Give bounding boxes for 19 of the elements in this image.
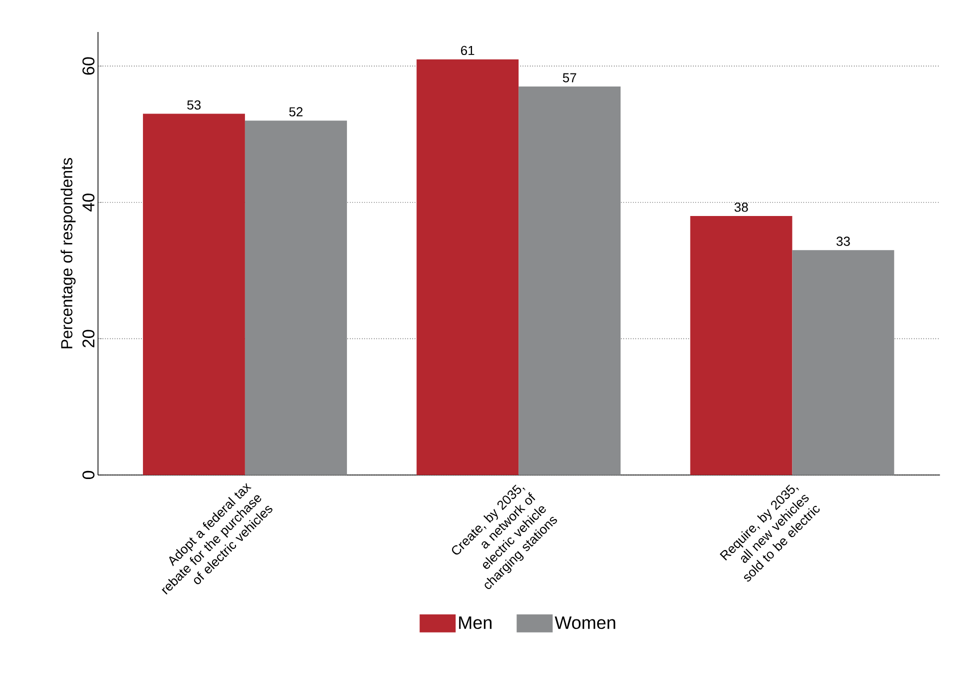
y-tick-label: 20 [82, 330, 94, 348]
data-label: 53 [187, 100, 201, 110]
y-axis-title: Percentage of respondents [60, 158, 76, 348]
bar [792, 250, 894, 475]
data-label: 61 [461, 46, 474, 56]
data-label: 52 [289, 107, 303, 116]
y-tick-label: 0 [82, 470, 94, 480]
legend-label: Women [554, 616, 616, 630]
bar [690, 216, 792, 475]
bar [518, 86, 621, 475]
data-label: 57 [562, 73, 576, 82]
data-label: 33 [836, 236, 850, 246]
y-tick-label: 60 [82, 57, 94, 75]
data-label: 38 [734, 202, 748, 212]
y-tick-label: 40 [82, 194, 94, 212]
legend-label: Men [459, 616, 492, 630]
bar [416, 59, 519, 475]
bar [244, 120, 347, 475]
bar [142, 114, 245, 475]
